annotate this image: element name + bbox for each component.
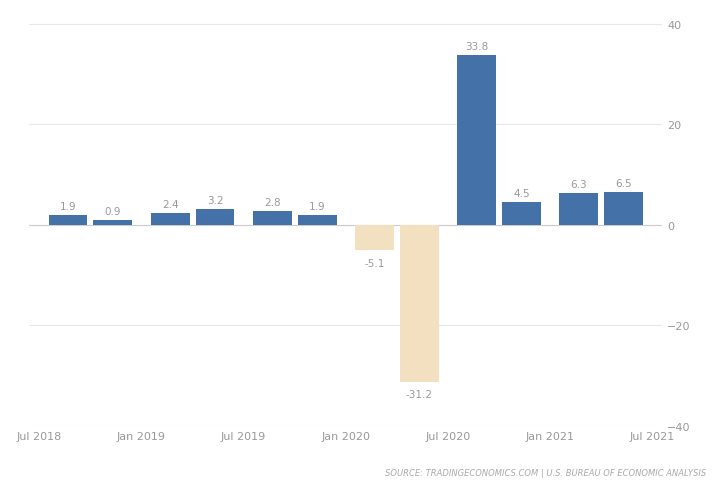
Text: 3.2: 3.2 [207,195,223,205]
Text: 2.4: 2.4 [162,199,178,209]
Bar [559,194,598,225]
Text: 6.3: 6.3 [571,180,587,190]
Bar [93,221,132,225]
Text: 1.9: 1.9 [309,202,325,212]
Bar [196,209,234,225]
Bar [400,225,439,382]
Text: 2.8: 2.8 [264,197,280,207]
Bar [604,193,643,225]
Bar [457,56,496,225]
Bar [151,213,189,225]
Text: 0.9: 0.9 [105,207,121,217]
Bar [298,216,336,225]
Bar [355,225,394,251]
Bar [253,211,292,225]
Text: 33.8: 33.8 [465,42,488,52]
Bar [502,203,541,225]
Bar [49,216,87,225]
Text: 1.9: 1.9 [60,202,76,212]
Text: 6.5: 6.5 [615,179,632,189]
Text: 4.5: 4.5 [513,189,530,198]
Text: -31.2: -31.2 [405,389,433,399]
Text: SOURCE: TRADINGECONOMICS.COM | U.S. BUREAU OF ECONOMIC ANALYSIS: SOURCE: TRADINGECONOMICS.COM | U.S. BURE… [385,468,706,477]
Text: -5.1: -5.1 [364,258,384,268]
